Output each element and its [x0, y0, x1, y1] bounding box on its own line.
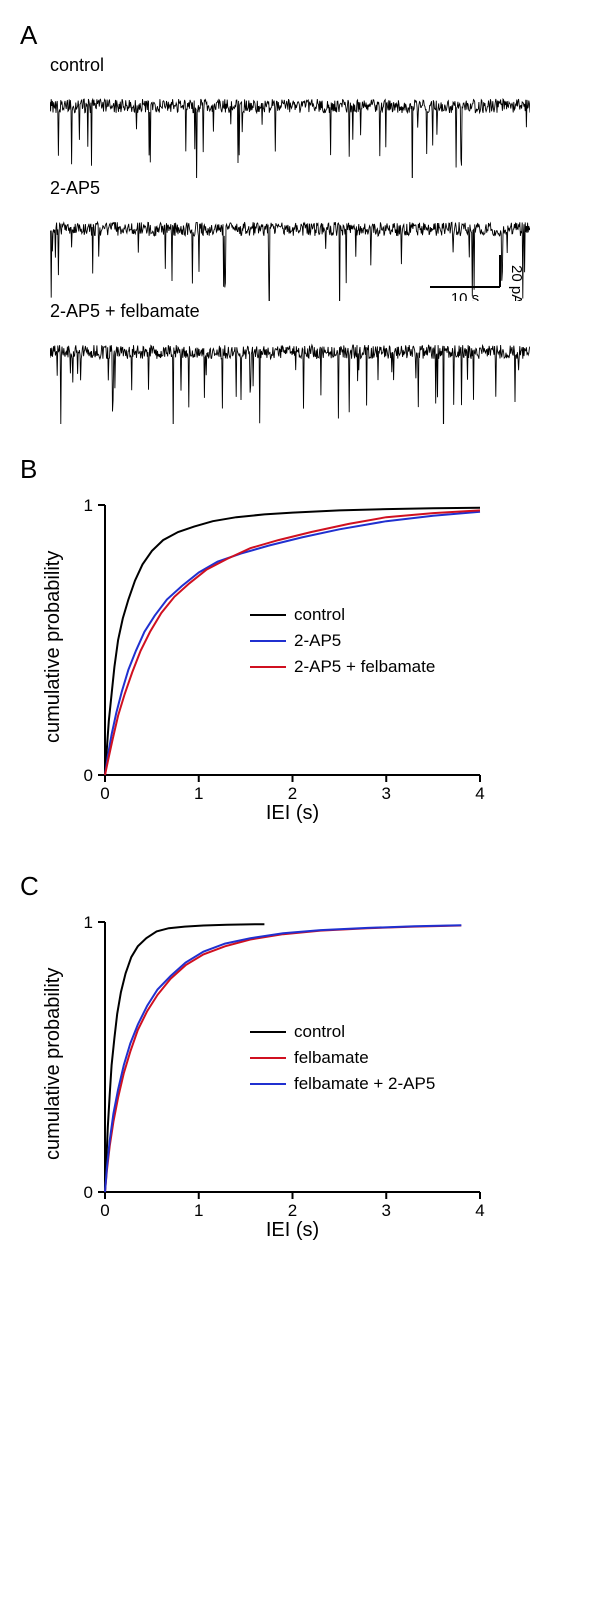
legend-row: 2-AP5 + felbamate [250, 657, 435, 677]
panel-c: C cumulative probability 0 1 2 3 4 0 1 I… [20, 871, 594, 1248]
trace-label: 2-AP5 + felbamate [50, 301, 594, 322]
legend-row: 2-AP5 [250, 631, 435, 651]
svg-text:0: 0 [100, 784, 109, 803]
legend-row: felbamate [250, 1048, 435, 1068]
legend-swatch [250, 1083, 286, 1085]
svg-text:0: 0 [84, 766, 93, 785]
svg-text:0: 0 [84, 1183, 93, 1202]
panel-b-label: B [20, 454, 594, 485]
legend-row: control [250, 1022, 435, 1042]
svg-text:2: 2 [288, 1201, 297, 1220]
legend-swatch [250, 666, 286, 668]
panel-a-label: A [20, 20, 594, 51]
scalebar-x-label: 10 s [451, 290, 479, 301]
legend-label: control [294, 1022, 345, 1042]
trace-label: control [50, 55, 594, 76]
legend-label: felbamate [294, 1048, 369, 1068]
svg-text:0: 0 [100, 1201, 109, 1220]
panel-c-chart: cumulative probability 0 1 2 3 4 0 1 IEI… [50, 912, 490, 1248]
legend: control felbamate felbamate + 2-AP5 [250, 1022, 435, 1100]
svg-text:4: 4 [475, 784, 484, 803]
svg-text:1: 1 [84, 913, 93, 932]
legend-row: felbamate + 2-AP5 [250, 1074, 435, 1094]
svg-text:4: 4 [475, 1201, 484, 1220]
legend-swatch [250, 1031, 286, 1033]
svg-text:3: 3 [382, 784, 391, 803]
legend-label: 2-AP5 + felbamate [294, 657, 435, 677]
panel-b-chart: cumulative probability 0 1 2 3 4 0 1 IEI… [50, 495, 490, 831]
panel-a: A control 2-AP5 10 s 20 pA 2-AP5 + felba… [20, 20, 594, 424]
legend-label: felbamate + 2-AP5 [294, 1074, 435, 1094]
svg-text:1: 1 [194, 784, 203, 803]
legend-row: control [250, 605, 435, 625]
svg-text:3: 3 [382, 1201, 391, 1220]
trace-label: 2-AP5 [50, 178, 594, 199]
scalebar-y-label: 20 pA [508, 265, 525, 301]
svg-text:1: 1 [194, 1201, 203, 1220]
legend-swatch [250, 1057, 286, 1059]
legend-label: control [294, 605, 345, 625]
trace-svg [50, 78, 530, 178]
ylabel: cumulative probability [42, 550, 65, 742]
xlabel: IEI (s) [266, 802, 319, 824]
legend: control 2-AP5 2-AP5 + felbamate [250, 605, 435, 683]
legend-swatch [250, 614, 286, 616]
trace-svg [50, 324, 530, 424]
trace-svg: 10 s 20 pA [50, 201, 530, 301]
legend-label: 2-AP5 [294, 631, 341, 651]
panel-c-label: C [20, 871, 594, 902]
svg-text:2: 2 [288, 784, 297, 803]
legend-swatch [250, 640, 286, 642]
ylabel: cumulative probability [42, 967, 65, 1159]
xlabel: IEI (s) [266, 1219, 319, 1241]
panel-a-traces: control 2-AP5 10 s 20 pA 2-AP5 + felbama… [50, 55, 594, 424]
panel-b: B cumulative probability 0 1 2 3 4 0 1 I… [20, 454, 594, 831]
svg-text:1: 1 [84, 496, 93, 515]
